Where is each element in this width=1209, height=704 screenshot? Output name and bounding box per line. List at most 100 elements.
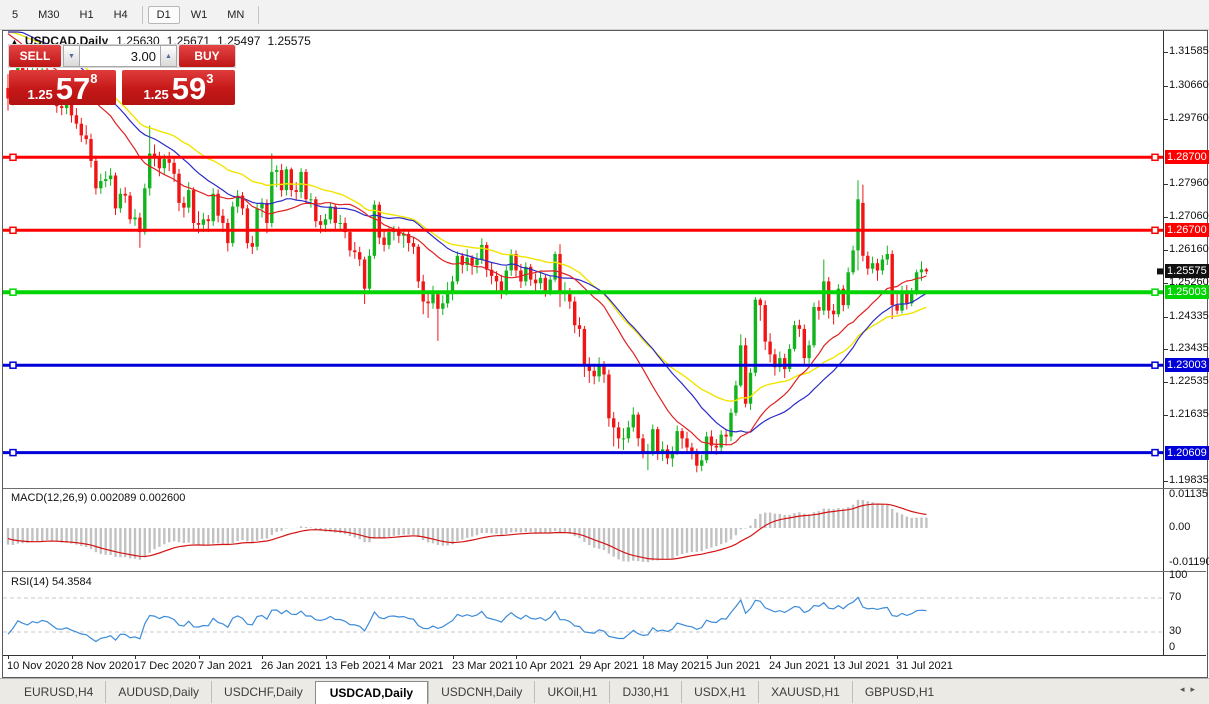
date-tick bbox=[199, 655, 200, 659]
chart-tab-bar: EURUSD,H4 AUDUSD,Daily USDCHF,Daily USDCAD,… bbox=[0, 678, 1209, 704]
chart-tab-usdchf[interactable]: USDCHF,Daily bbox=[211, 681, 315, 703]
rsi-axis-label: 30 bbox=[1169, 625, 1182, 637]
date-axis-line bbox=[3, 655, 1206, 656]
sell-price-sup: 8 bbox=[90, 71, 98, 86]
toolbar-separator bbox=[258, 5, 260, 24]
price-tick bbox=[1164, 250, 1168, 251]
sell-price-button[interactable]: 1.25 57 8 bbox=[9, 70, 116, 105]
buy-price-prefix: 1.25 bbox=[143, 87, 169, 102]
macd-axis-label: 0.01135 bbox=[1169, 488, 1208, 500]
price-tick bbox=[1164, 283, 1168, 284]
date-tick-label: 5 Jun 2021 bbox=[706, 660, 761, 672]
chart-tab-dj30[interactable]: DJ30,H1 bbox=[609, 681, 681, 703]
date-tick-label: 26 Jan 2021 bbox=[261, 660, 322, 672]
chart-tab-ukoil[interactable]: UKOil,H1 bbox=[534, 681, 609, 703]
date-tick-label: 24 Jun 2021 bbox=[769, 660, 830, 672]
chart-tab-audusd[interactable]: AUDUSD,Daily bbox=[105, 681, 211, 703]
buy-price-sup: 3 bbox=[206, 71, 214, 86]
price-tick-label: 1.30660 bbox=[1169, 79, 1209, 91]
chart-tab-usdcad[interactable]: USDCAD,Daily bbox=[314, 680, 429, 704]
timeframe-button-mn[interactable]: MN bbox=[227, 8, 245, 21]
date-tick bbox=[707, 655, 708, 659]
chart-tab-xauusd[interactable]: XAUUSD,H1 bbox=[758, 681, 852, 703]
buy-button[interactable]: BUY bbox=[179, 45, 235, 67]
macd-signal-line bbox=[7, 503, 927, 560]
price-tick bbox=[1164, 317, 1168, 318]
one-click-collapse-icon[interactable]: ▲ bbox=[10, 37, 19, 47]
date-tick bbox=[135, 655, 136, 659]
sell-price-prefix: 1.25 bbox=[27, 87, 53, 102]
panel-splitter-rsi[interactable] bbox=[3, 571, 1206, 572]
price-tick-label: 1.27060 bbox=[1169, 210, 1209, 222]
price-tick bbox=[1164, 52, 1168, 53]
price-tick bbox=[1164, 382, 1168, 383]
buy-price-button[interactable]: 1.25 59 3 bbox=[122, 70, 235, 105]
volume-decrease-button[interactable]: ▼ bbox=[63, 45, 80, 67]
macd-value-signal: 0.002600 bbox=[139, 492, 186, 504]
date-tick-label: 23 Mar 2021 bbox=[452, 660, 514, 672]
hline-price-badge: 1.23003 bbox=[1165, 358, 1209, 372]
date-tick bbox=[834, 655, 835, 659]
chart-tab-usdx[interactable]: USDX,H1 bbox=[681, 681, 758, 703]
price-tick bbox=[1164, 119, 1168, 120]
date-tick bbox=[643, 655, 644, 659]
timeframe-toolbar: 5 M30 H1 H4 D1 W1 MN bbox=[0, 0, 1209, 30]
date-tick bbox=[770, 655, 771, 659]
volume-input[interactable] bbox=[80, 45, 160, 67]
toolbar-separator bbox=[141, 5, 143, 24]
chart-tab-eurusd[interactable]: EURUSD,H4 bbox=[24, 685, 94, 699]
volume-increase-button[interactable]: ▲ bbox=[160, 45, 177, 67]
date-tick bbox=[72, 655, 73, 659]
timeframe-button-h4[interactable]: H4 bbox=[113, 8, 128, 21]
rsi-axis-label: 70 bbox=[1169, 591, 1182, 603]
price-axis-line bbox=[1163, 31, 1164, 655]
tab-scroll-left-icon[interactable]: ◂ bbox=[1179, 684, 1191, 694]
date-tick bbox=[8, 655, 9, 659]
price-tick bbox=[1164, 415, 1168, 416]
date-tick-label: 10 Nov 2020 bbox=[7, 660, 70, 672]
hline-price-badge: 1.26700 bbox=[1165, 223, 1209, 237]
hline-price-badge: 1.28700 bbox=[1165, 150, 1209, 164]
rsi-label: RSI(14) 54.3584 bbox=[11, 576, 92, 588]
buy-price-big: 59 bbox=[171, 71, 207, 106]
hline-price-badge: 1.20609 bbox=[1165, 446, 1209, 460]
price-tick-label: 1.26160 bbox=[1169, 243, 1209, 255]
timeframe-button-h1[interactable]: H1 bbox=[79, 8, 94, 21]
panel-splitter-macd[interactable] bbox=[3, 488, 1206, 489]
tab-scroll-right-icon[interactable]: ▸ bbox=[1190, 684, 1201, 694]
date-tick bbox=[580, 655, 581, 659]
timeframe-button-w1[interactable]: W1 bbox=[190, 8, 208, 21]
date-tick-label: 17 Dec 2020 bbox=[134, 660, 197, 672]
timeframe-button-m30[interactable]: M30 bbox=[38, 8, 60, 21]
date-tick-label: 13 Feb 2021 bbox=[325, 660, 387, 672]
date-tick bbox=[453, 655, 454, 659]
ma-mid-line bbox=[8, 31, 927, 433]
date-tick-label: 18 May 2021 bbox=[642, 660, 706, 672]
price-chart[interactable] bbox=[3, 31, 1163, 655]
timeframe-button-d1[interactable]: D1 bbox=[147, 5, 180, 24]
date-tick bbox=[389, 655, 390, 659]
date-tick-label: 13 Jul 2021 bbox=[833, 660, 890, 672]
price-tick bbox=[1164, 217, 1168, 218]
sell-button[interactable]: SELL bbox=[9, 45, 61, 67]
macd-axis-label: 0.00 bbox=[1169, 521, 1191, 533]
chart-tab-usdcnh[interactable]: USDCNH,Daily bbox=[428, 681, 534, 703]
date-tick bbox=[516, 655, 517, 659]
timeframe-button-5[interactable]: 5 bbox=[12, 8, 19, 21]
rsi-axis-label: 100 bbox=[1169, 569, 1188, 581]
price-tick-label: 1.29760 bbox=[1169, 112, 1209, 124]
rsi-axis-label: 0 bbox=[1169, 641, 1176, 653]
price-tick-label: 1.21635 bbox=[1169, 408, 1209, 420]
hline-price-badge: 1.25003 bbox=[1165, 285, 1209, 299]
date-tick bbox=[262, 655, 263, 659]
ohlc-close: 1.25575 bbox=[267, 34, 311, 48]
price-tick-label: 1.19835 bbox=[1169, 474, 1209, 486]
tab-scroll-arrows[interactable]: ◂▸ bbox=[1180, 684, 1201, 695]
sell-price-big: 57 bbox=[55, 71, 91, 106]
price-tick-label: 1.24335 bbox=[1169, 310, 1209, 322]
date-tick-label: 29 Apr 2021 bbox=[579, 660, 639, 672]
chart-tab-gbpusd[interactable]: GBPUSD,H1 bbox=[851, 681, 946, 703]
macd-axis-label: -0.011904 bbox=[1169, 556, 1209, 568]
date-tick bbox=[897, 655, 898, 659]
